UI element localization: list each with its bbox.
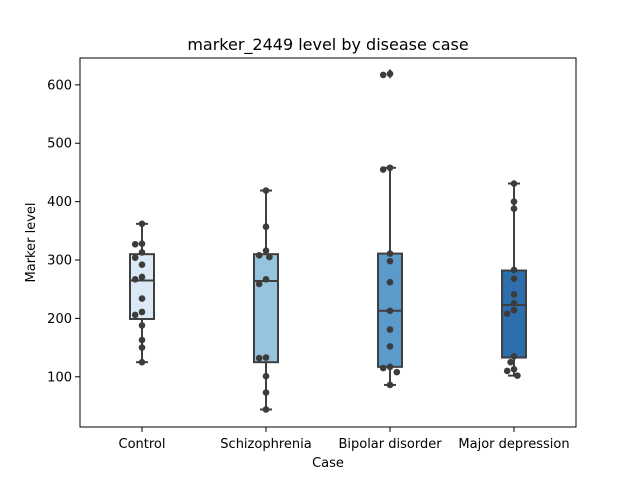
x-tick-label: Bipolar disorder <box>338 437 442 452</box>
box-group-2 <box>253 189 279 411</box>
data-point <box>386 307 394 315</box>
data-point <box>131 240 139 248</box>
data-point <box>514 372 521 379</box>
swarm-group-1 <box>131 220 146 366</box>
data-point <box>510 275 518 282</box>
data-point <box>131 254 139 261</box>
data-point <box>386 257 394 265</box>
data-point <box>138 336 146 344</box>
y-tick-label: 600 <box>47 78 72 93</box>
box-group-3 <box>377 68 403 386</box>
data-point <box>510 299 518 307</box>
data-point <box>510 353 518 360</box>
data-point <box>386 326 394 333</box>
data-point <box>386 70 394 78</box>
y-tick-label: 300 <box>47 254 72 269</box>
data-point <box>510 180 518 187</box>
swarm-group-2 <box>255 187 273 413</box>
y-axis-label: Marker level <box>24 203 39 283</box>
swarm-group-4 <box>503 180 521 379</box>
data-point <box>262 389 270 396</box>
data-point <box>386 363 394 371</box>
x-tick-label: Major depression <box>458 437 569 452</box>
iqr-box <box>253 253 279 364</box>
x-axis: Control Schizophrenia Bipolar disorder Majo… <box>119 427 570 452</box>
data-point <box>379 71 387 79</box>
data-point <box>379 364 387 372</box>
x-tick-label: Schizophrenia <box>220 437 311 452</box>
data-point <box>255 354 263 362</box>
data-point <box>510 365 518 373</box>
data-point <box>503 367 511 375</box>
data-point <box>386 164 394 172</box>
data-point <box>510 291 518 298</box>
data-point <box>510 205 518 212</box>
data-point <box>379 166 387 173</box>
data-point <box>262 223 270 231</box>
data-point <box>138 322 146 329</box>
data-point <box>138 273 146 281</box>
data-point <box>255 280 263 288</box>
data-point <box>138 358 146 366</box>
data-point <box>262 372 270 380</box>
data-point <box>393 368 401 376</box>
data-point <box>510 306 518 314</box>
data-point <box>386 278 394 286</box>
data-point <box>386 343 394 350</box>
data-point <box>386 250 394 257</box>
swarm-group-3 <box>379 70 401 389</box>
data-point <box>138 261 146 268</box>
data-point <box>138 308 146 316</box>
y-tick-label: 500 <box>47 137 72 152</box>
data-point <box>266 253 273 261</box>
data-point <box>262 187 270 194</box>
data-point <box>262 247 270 254</box>
data-point <box>262 354 270 361</box>
data-point <box>510 198 518 205</box>
chart-title: marker_2449 level by disease case <box>187 35 468 55</box>
x-tick-label: Control <box>119 437 166 452</box>
data-point <box>131 275 139 283</box>
data-point <box>138 220 146 228</box>
data-point <box>510 266 518 274</box>
axes-frame <box>79 57 577 428</box>
data-point <box>255 252 263 259</box>
y-tick-label: 400 <box>47 195 72 210</box>
data-point <box>138 240 146 247</box>
y-tick-label: 100 <box>47 370 72 385</box>
x-axis-label: Case <box>312 456 344 471</box>
data-point <box>138 295 146 302</box>
y-tick-label: 200 <box>47 312 72 327</box>
plot-area <box>129 68 527 413</box>
data-point <box>131 311 139 319</box>
data-point <box>503 310 511 318</box>
data-point <box>262 275 270 283</box>
data-point <box>386 381 394 389</box>
data-point <box>507 358 514 366</box>
data-point <box>262 406 270 413</box>
data-point <box>138 344 146 351</box>
data-point <box>138 249 146 256</box>
y-axis: 100 200 300 400 500 600 <box>47 78 80 385</box>
